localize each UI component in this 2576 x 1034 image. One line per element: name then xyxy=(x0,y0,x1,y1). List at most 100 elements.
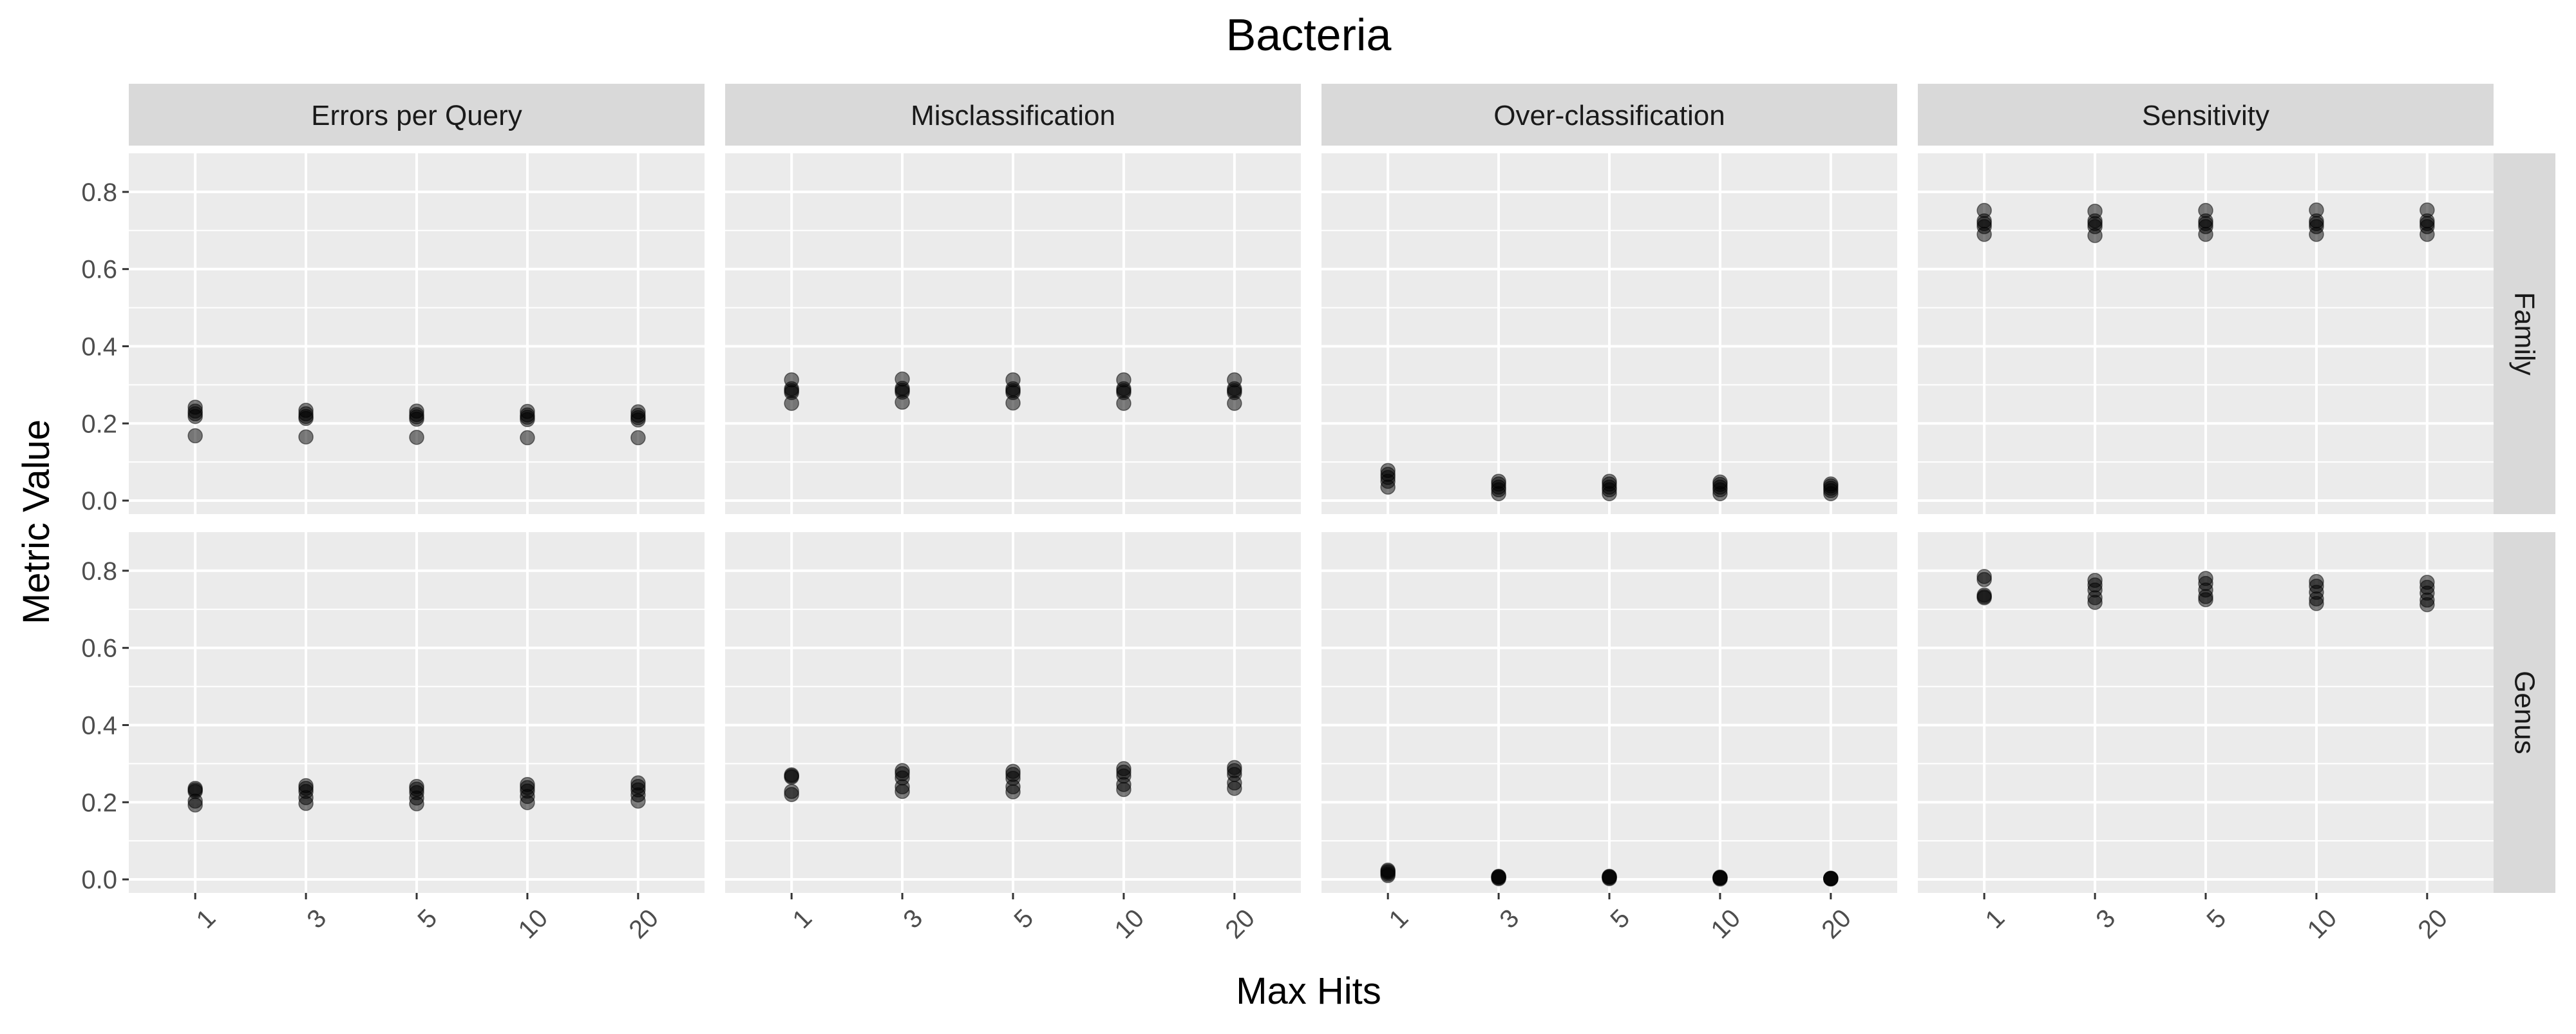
y-tick-label: 0.2 xyxy=(81,789,117,817)
data-point xyxy=(2420,575,2435,590)
data-point xyxy=(1823,476,1839,492)
x-tick-label: 20 xyxy=(623,904,664,944)
y-tick-label: 0.0 xyxy=(81,487,117,515)
data-point xyxy=(1005,372,1021,388)
panel-family-over-classification xyxy=(1321,153,1897,514)
x-tick-label: 5 xyxy=(1605,904,1635,934)
y-tick-label: 0.4 xyxy=(81,332,117,361)
facet-strip-label: Family xyxy=(2509,292,2541,376)
x-tick-label: 1 xyxy=(1383,904,1414,934)
y-tick-label: 0.0 xyxy=(81,866,117,894)
facet-strip-family xyxy=(2494,153,2555,514)
x-tick-label: 1 xyxy=(191,904,221,934)
data-point xyxy=(1116,761,1132,776)
data-point xyxy=(1116,372,1132,388)
facet-strip-genus xyxy=(2494,532,2555,893)
data-point xyxy=(1005,763,1021,780)
y-tick-label: 0.6 xyxy=(81,635,117,663)
data-point xyxy=(1491,474,1506,489)
panel-family-misclassification xyxy=(725,153,1301,514)
x-tick-label: 3 xyxy=(898,904,928,934)
x-tick-label: 5 xyxy=(2201,904,2231,934)
data-point xyxy=(784,767,799,783)
data-point xyxy=(298,778,314,794)
data-point xyxy=(520,776,535,792)
facet-panels: Errors per Query Misclassification Over-cl… xyxy=(81,84,2555,944)
data-point xyxy=(1712,869,1728,885)
panel-genus-errors-per-query xyxy=(129,532,705,893)
x-tick-label: 20 xyxy=(1220,904,1260,944)
x-tick-label: 20 xyxy=(1816,904,1857,944)
y-tick-label: 0.6 xyxy=(81,256,117,284)
data-point xyxy=(1602,868,1617,884)
x-tick-label: 3 xyxy=(1494,904,1524,934)
x-tick-label: 10 xyxy=(1110,904,1150,944)
x-tick-label: 3 xyxy=(301,904,332,934)
y-tick-label: 0.8 xyxy=(81,557,117,586)
data-point xyxy=(784,372,799,388)
data-point xyxy=(409,430,424,445)
x-tick-label: 5 xyxy=(412,904,442,934)
x-tick-label: 10 xyxy=(513,904,554,944)
facet-strip-label: Sensitivity xyxy=(2142,100,2269,131)
x-tick-label: 10 xyxy=(1706,904,1747,944)
data-point xyxy=(1976,569,1992,584)
data-point xyxy=(409,778,424,794)
chart-title: Bacteria xyxy=(1226,10,1392,60)
facet-strip-label: Misclassification xyxy=(911,100,1115,131)
x-tick-label: 3 xyxy=(2090,904,2121,934)
panel-genus-misclassification xyxy=(725,532,1301,893)
data-point xyxy=(2087,573,2103,588)
data-point xyxy=(2198,571,2213,586)
panel-family-sensitivity xyxy=(1918,153,2494,514)
x-axis-label: Max Hits xyxy=(1236,970,1381,1012)
data-point xyxy=(1380,862,1396,878)
facet-strip-over-classification xyxy=(1321,84,1897,146)
facet-strip-label: Genus xyxy=(2509,671,2541,754)
data-point xyxy=(2087,204,2103,219)
facet-strip-misclassification xyxy=(725,84,1301,146)
y-tick-label: 0.4 xyxy=(81,711,117,740)
data-point xyxy=(187,428,203,444)
panel-genus-sensitivity xyxy=(1918,532,2494,893)
x-tick-label: 10 xyxy=(2302,904,2343,944)
data-point xyxy=(1380,463,1396,479)
data-point xyxy=(187,780,203,796)
data-point xyxy=(1227,372,1242,388)
data-point xyxy=(784,783,799,799)
y-axis-label: Metric Value xyxy=(15,419,57,624)
panel-family-errors-per-query xyxy=(129,153,705,514)
data-point xyxy=(298,429,314,445)
x-tick-label: 1 xyxy=(1980,904,2010,934)
data-point xyxy=(2420,202,2435,218)
data-point xyxy=(1976,587,1992,603)
data-point xyxy=(895,371,910,387)
data-point xyxy=(630,430,646,446)
y-tick-label: 0.2 xyxy=(81,410,117,438)
data-point xyxy=(520,403,535,419)
x-tick-label: 1 xyxy=(787,904,817,934)
data-point xyxy=(187,399,203,415)
data-point xyxy=(1602,474,1617,489)
data-point xyxy=(895,763,910,778)
data-point xyxy=(409,403,424,419)
data-point xyxy=(520,430,535,446)
x-tick-label: 20 xyxy=(2412,904,2453,944)
data-point xyxy=(2309,202,2324,218)
y-tick-label: 0.8 xyxy=(81,178,117,207)
facet-strip-errors-per-query xyxy=(129,84,705,146)
x-tick-label: 5 xyxy=(1009,904,1039,934)
data-point xyxy=(1491,868,1506,884)
data-point xyxy=(630,775,646,791)
data-point xyxy=(630,404,646,420)
facet-strip-label: Errors per Query xyxy=(311,100,522,131)
data-point xyxy=(1823,870,1839,886)
facet-strip-sensitivity xyxy=(1918,84,2494,146)
data-point xyxy=(1227,760,1242,776)
data-point xyxy=(1712,474,1728,490)
data-point xyxy=(2198,202,2213,218)
facet-strip-label: Over-classification xyxy=(1493,100,1725,131)
panel-genus-over-classification xyxy=(1321,532,1897,893)
